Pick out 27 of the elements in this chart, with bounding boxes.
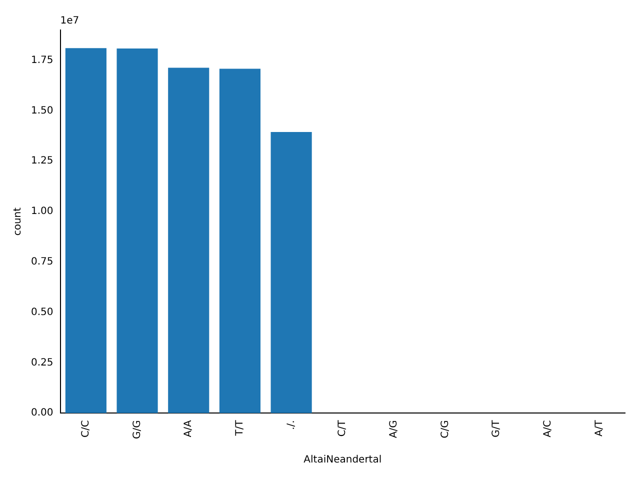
y-tick-label: 1.00 [31,206,54,218]
text: 1e7 [60,16,80,27]
bar [116,48,158,414]
bar [219,68,260,414]
x-tick-label: T/T [234,419,246,437]
x-tick-label: ./. [286,420,297,430]
y-axis-title: count [12,207,24,236]
y-tick-label: 0.75 [31,256,54,268]
x-axis-title: AltaiNeandertal [304,454,382,466]
x-tick-label: C/T [337,419,348,437]
x-tick-label: A/A [183,420,194,438]
y-tick-label: 1.50 [31,105,54,116]
y-tick-label: 0.00 [31,408,54,419]
bar [65,48,106,414]
x-tick-label: A/T [594,419,605,436]
x-tick-label: A/C [542,420,554,438]
y-tick-label: 0.50 [31,306,54,318]
x-tick-label: A/G [388,420,400,438]
y-tick-label: 1.75 [31,54,54,66]
y-tick-label: 0.25 [31,357,54,368]
x-tick-label: G/T [491,419,502,438]
x-tick-label: C/C [80,420,92,438]
x-tick-label: C/G [440,420,451,438]
y-tick-label: 1.25 [31,156,54,167]
x-tick-label: G/G [132,420,143,440]
bar [168,68,210,414]
bar [270,132,312,414]
